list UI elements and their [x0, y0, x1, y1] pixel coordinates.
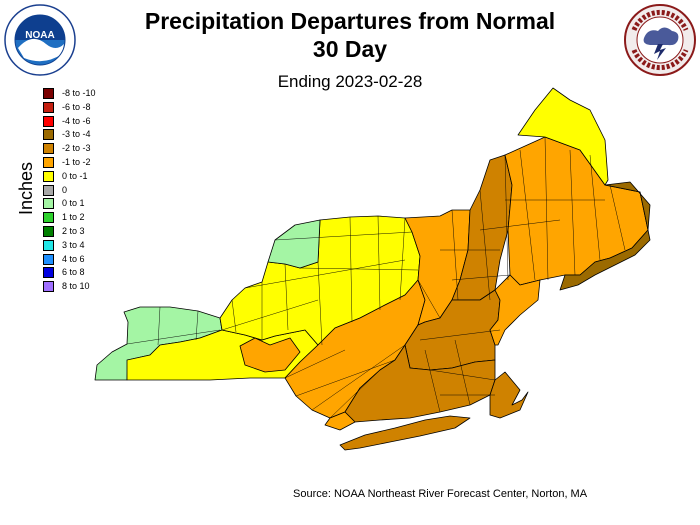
region-long-island: [339, 415, 471, 451]
legend-swatch: [43, 157, 54, 168]
county-boundaries: [126, 136, 626, 419]
legend-swatch: [43, 88, 54, 99]
legend-swatch: [43, 101, 54, 113]
region-coastal-maine: [559, 229, 651, 291]
legend-label: 4 to 6: [62, 253, 85, 264]
region-sw-ct-orange: [324, 411, 356, 431]
region-maine-east: [604, 181, 651, 231]
chart-title-period: 30 Day: [312, 36, 388, 62]
legend-swatch: [43, 170, 54, 182]
legend-label: 6 to 8: [62, 267, 85, 278]
legend-swatch: [43, 212, 54, 224]
region-cape-cod: [489, 371, 529, 419]
legend-label: -1 to -2: [62, 157, 91, 167]
legend-swatch: [43, 281, 54, 293]
legend-swatch: [43, 184, 54, 196]
noaa-logo-icon: NOAA: [4, 4, 76, 81]
source-credit: Source: NOAA Northeast River Forecast Ce…: [293, 488, 588, 500]
legend-label: 0: [62, 184, 68, 195]
region-eastern-ma: [489, 274, 541, 346]
region-maine-south: [504, 136, 649, 286]
legend-swatch: [43, 267, 54, 279]
region-adirondacks-nw-green: [267, 219, 321, 269]
legend-label: 2 to 3: [62, 226, 85, 236]
legend-swatch: [43, 239, 54, 251]
legend-label: -6 to -8: [62, 101, 91, 112]
legend-label: 8 to 10: [62, 281, 90, 292]
legend-label: -4 to -6: [62, 115, 91, 126]
region-maine-north: [517, 87, 609, 186]
chart-subtitle: Ending 2023-02-28: [277, 72, 423, 91]
legend-swatch: [43, 253, 54, 265]
legend-label: 0 to 1: [62, 198, 85, 209]
legend-label: 0 to -1: [62, 170, 88, 181]
legend-label: -2 to -3: [62, 143, 91, 154]
region-rhode-island-connecticut: [344, 344, 496, 423]
national-weather-service-logo-icon: [624, 4, 696, 81]
legend-swatch: [43, 143, 54, 155]
legend-label: 1 to 2: [62, 212, 85, 223]
legend-swatch: [43, 129, 54, 141]
legend-label: 3 to 4: [62, 239, 85, 250]
region-pa-border-orange: [239, 337, 301, 373]
legend-label: -3 to -4: [62, 129, 91, 140]
legend-label: -8 to -10: [62, 88, 96, 98]
noaa-logo-center-text: NOAA: [25, 30, 54, 41]
legend-swatch: [43, 115, 54, 127]
legend-swatch: [43, 226, 54, 237]
legend-swatch: [43, 198, 54, 210]
region-new-hampshire: [451, 154, 513, 301]
chart-title: Precipitation Departures from Normal: [144, 8, 556, 34]
